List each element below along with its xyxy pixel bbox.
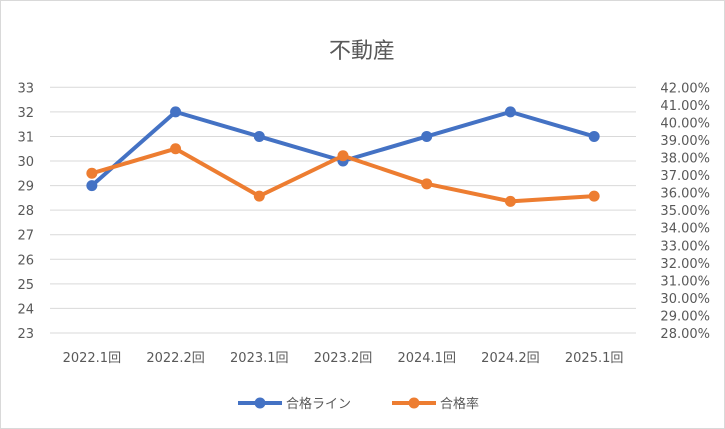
data-point: [588, 130, 600, 142]
right-axis-tick: 37.00%: [660, 169, 710, 184]
x-axis-tick: 2024.1回: [397, 351, 456, 366]
x-axis-tick: 2024.2回: [481, 351, 540, 366]
left-axis-tick: 25: [17, 278, 34, 293]
x-axis-tick: 2022.1回: [63, 351, 122, 366]
left-axis-tick: 23: [17, 327, 34, 342]
data-point: [588, 190, 600, 202]
data-point: [504, 106, 516, 118]
right-axis-tick: 40.00%: [660, 116, 710, 131]
data-point: [421, 130, 433, 142]
right-axis-tick: 42.00%: [660, 81, 710, 96]
right-axis-tick: 32.00%: [660, 257, 710, 272]
data-point: [504, 195, 516, 207]
right-axis-tick: 41.00%: [660, 99, 710, 114]
legend-marker: [254, 397, 266, 409]
x-axis-tick: 2023.2回: [314, 351, 373, 366]
right-axis-tick: 33.00%: [660, 239, 710, 254]
legend-label: 合格率: [440, 396, 479, 412]
chart-title: 不動産: [329, 39, 395, 64]
right-axis-tick: 39.00%: [660, 134, 710, 149]
left-axis-tick: 29: [17, 180, 34, 195]
right-axis-tick: 35.00%: [660, 204, 710, 219]
left-axis-tick: 32: [17, 106, 34, 121]
x-axis-tick: 2022.2回: [146, 351, 205, 366]
right-axis-tick: 30.00%: [660, 292, 710, 307]
left-axis-tick: 24: [17, 302, 34, 317]
left-axis-tick: 26: [17, 253, 34, 268]
data-point: [421, 178, 433, 190]
legend-label: 合格ライン: [286, 396, 351, 412]
data-point: [337, 150, 349, 162]
legend-marker: [408, 397, 420, 409]
data-point: [170, 106, 182, 118]
right-axis-tick: 28.00%: [660, 327, 710, 342]
data-point: [253, 130, 265, 142]
data-point: [86, 180, 98, 192]
x-axis-tick: 2025.1回: [565, 351, 624, 366]
data-point: [170, 143, 182, 155]
right-axis-tick: 34.00%: [660, 222, 710, 237]
right-axis-tick: 31.00%: [660, 274, 710, 289]
right-axis-tick: 29.00%: [660, 309, 710, 324]
left-axis-tick: 31: [17, 130, 34, 145]
left-axis-tick: 33: [17, 81, 34, 96]
left-axis-tick: 27: [17, 229, 34, 244]
right-axis-tick: 38.00%: [660, 152, 710, 167]
right-axis-tick: 36.00%: [660, 187, 710, 202]
x-axis-tick: 2023.1回: [230, 351, 289, 366]
data-point: [86, 167, 98, 179]
data-point: [253, 190, 265, 202]
left-axis-tick: 28: [17, 204, 34, 219]
left-axis-tick: 30: [17, 155, 34, 170]
